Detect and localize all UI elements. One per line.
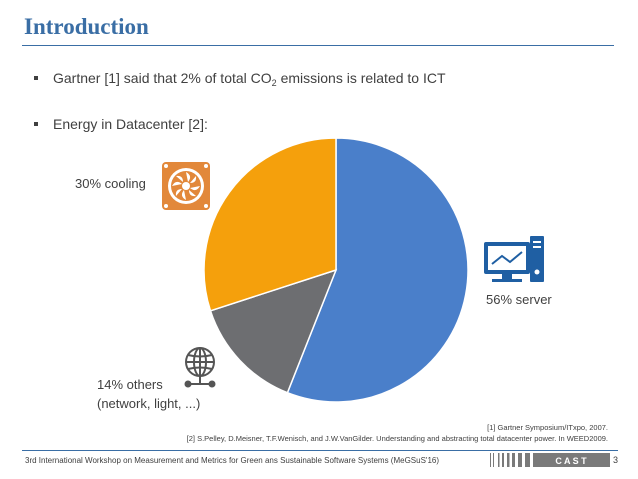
bullet-marker <box>34 76 38 80</box>
computer-monitor-icon <box>484 236 544 282</box>
globe-network-icon <box>184 347 216 388</box>
pie-slices <box>203 137 469 403</box>
pie-slice-server <box>286 137 469 403</box>
title-divider <box>22 45 614 46</box>
reference-2: [2] S.Pelley, D.Meisner, T.F.Wenisch, an… <box>186 434 608 443</box>
page-number: 3 <box>612 455 618 465</box>
cooling-fan-icon <box>162 162 210 210</box>
footer-text: 3rd International Workshop on Measuremen… <box>25 456 440 465</box>
bullet-text: Gartner [1] said that 2% of total CO2 em… <box>53 70 446 88</box>
footer-divider <box>22 450 618 451</box>
label-others-detail: (network, light, ...) <box>97 396 201 411</box>
label-server: 56% server <box>486 292 552 307</box>
cast-logo: C A S T <box>490 453 610 467</box>
label-others-title: 14% others <box>97 377 163 392</box>
label-others: 14% others (network, light, ...) <box>97 375 200 413</box>
bullet-marker <box>34 122 38 126</box>
slide-title: Introduction <box>24 14 149 39</box>
label-cooling: 30% cooling <box>75 176 146 191</box>
references: [1] Gartner Symposium/ITxpo, 2007. [2] S… <box>187 422 608 444</box>
bullet-text: Energy in Datacenter [2]: <box>53 116 208 132</box>
reference-1: [1] Gartner Symposium/ITxpo, 2007. <box>487 423 608 432</box>
logo-text: C A S T <box>555 456 587 466</box>
pie-slice-cooling <box>203 137 337 312</box>
